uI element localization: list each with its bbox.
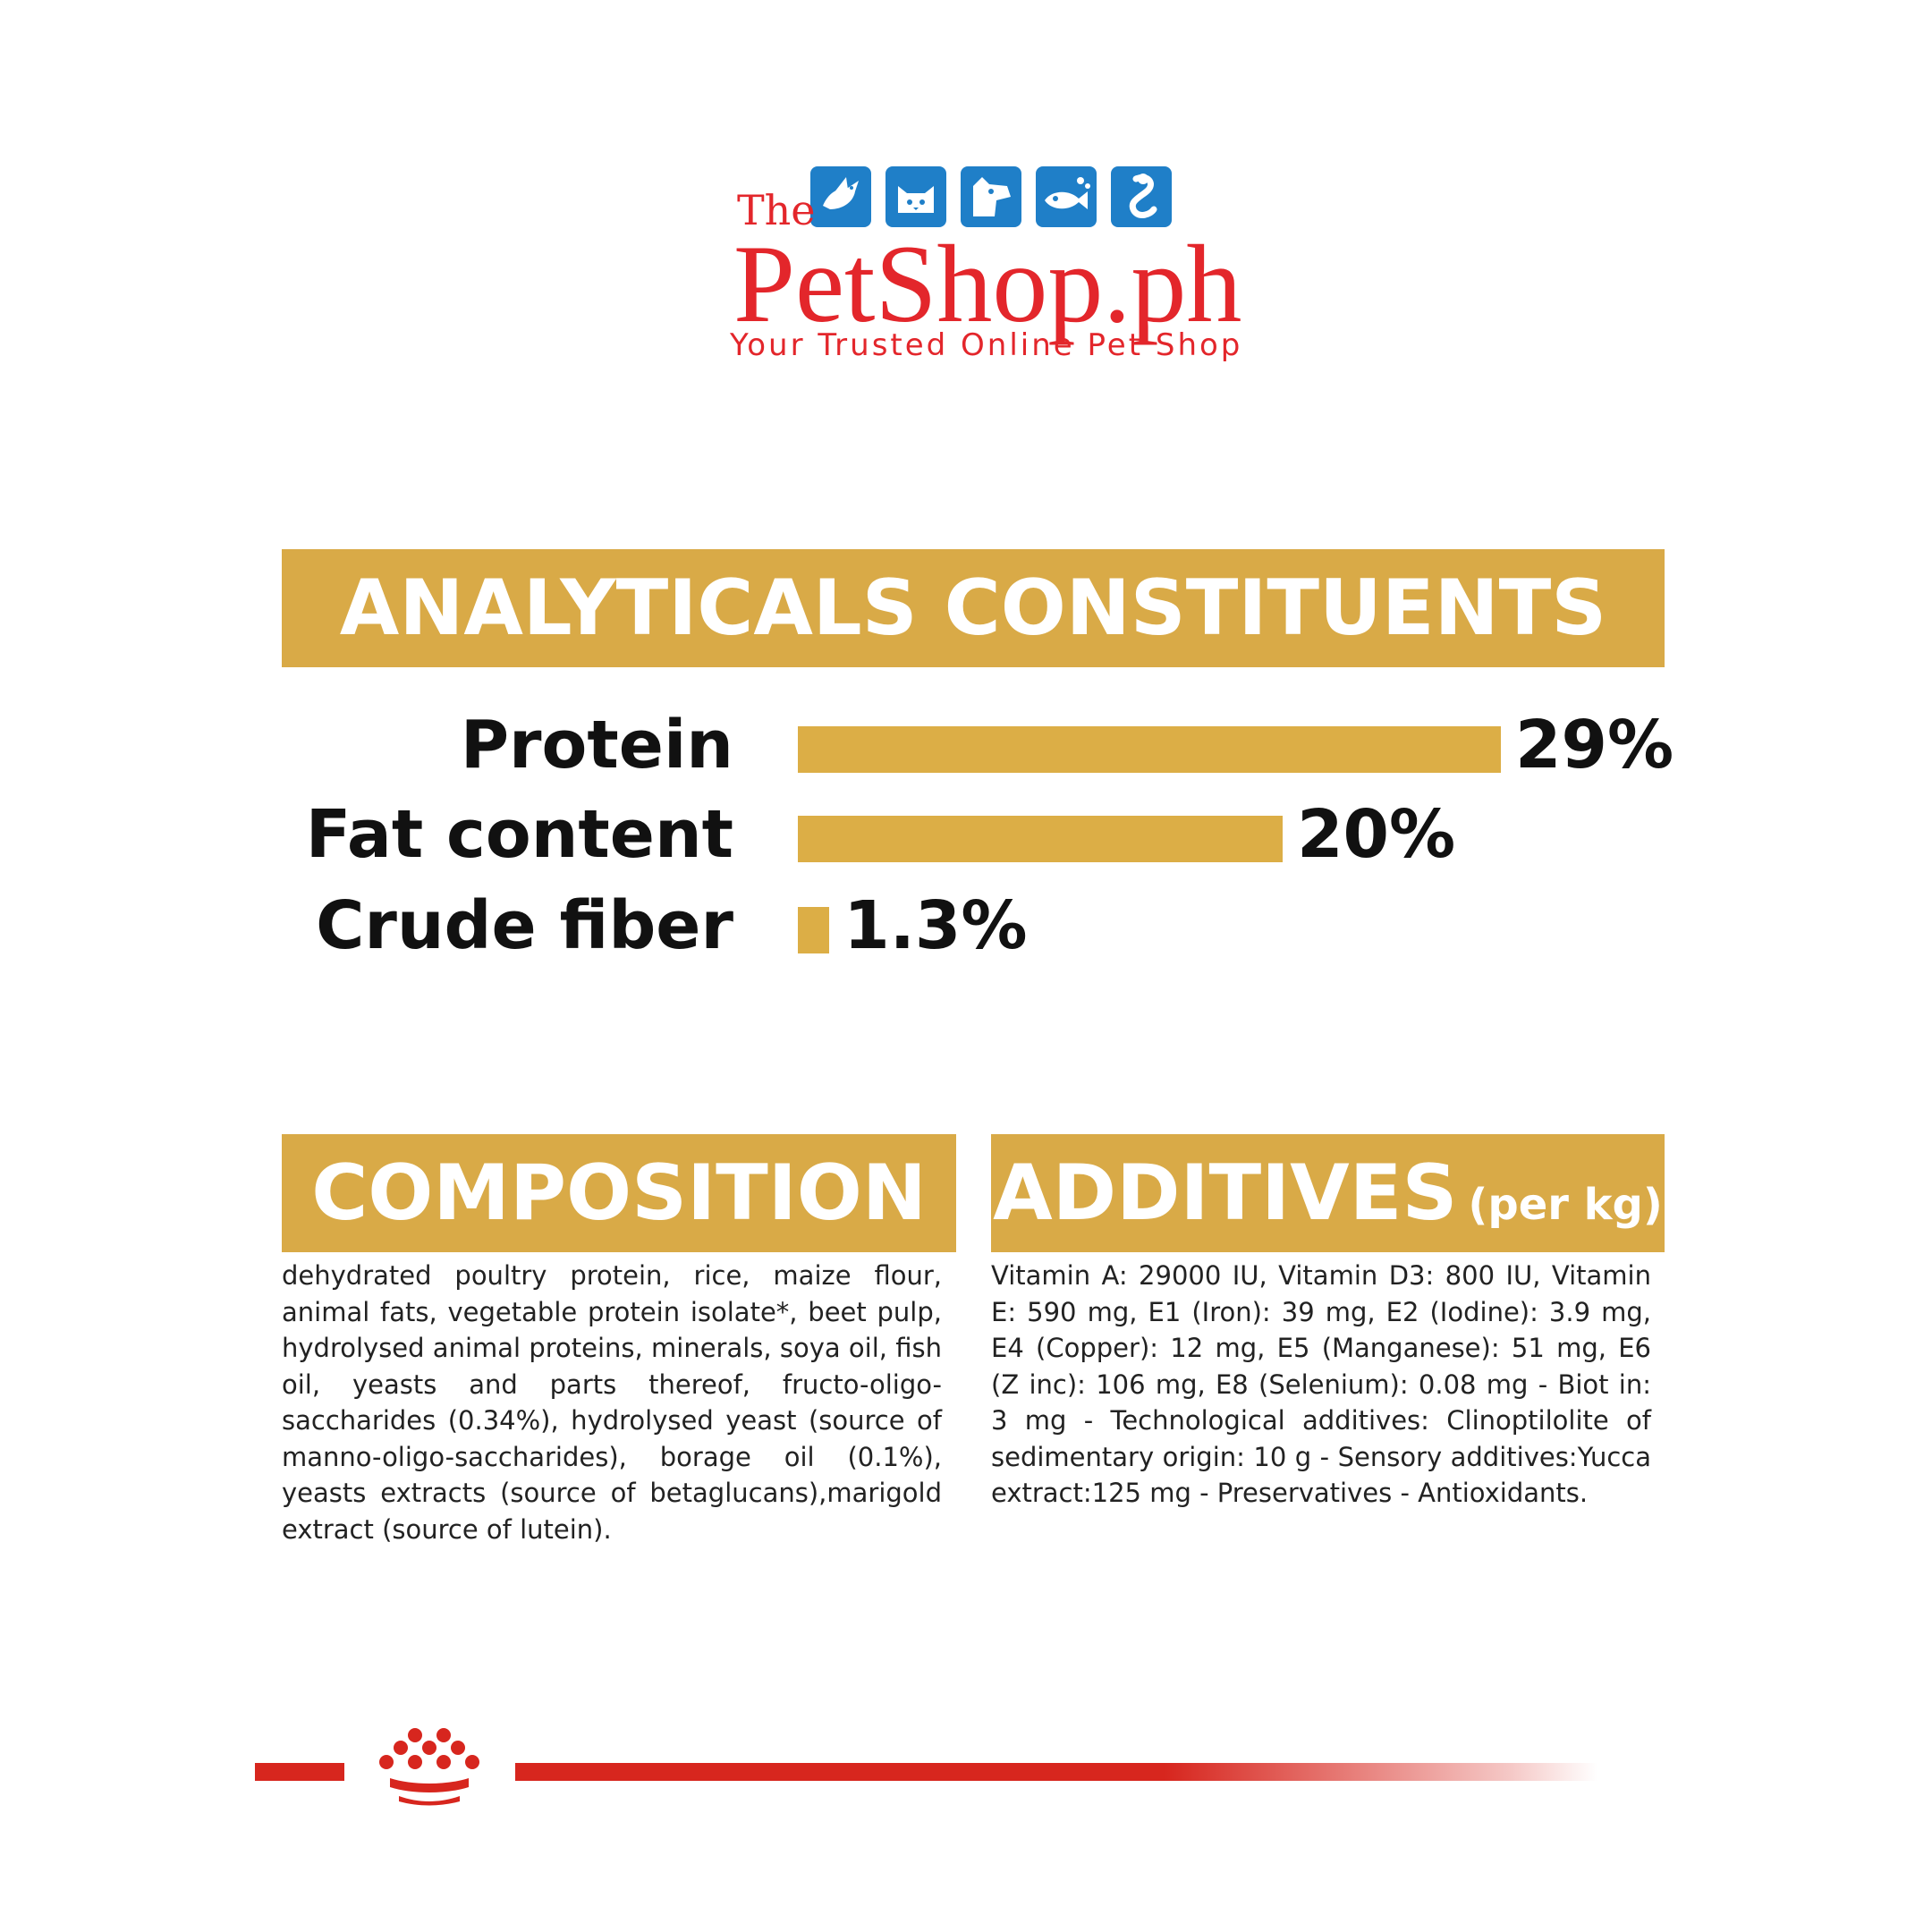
crude-fiber-value: 1.3% <box>843 887 1028 964</box>
fat-content-bar <box>798 816 1284 862</box>
thepetshop-logo: The PetShop.ph Your Trusted Online Pet S… <box>0 161 1932 367</box>
footer-red-line-right <box>515 1763 1597 1781</box>
crude-fiber-bar <box>798 907 830 953</box>
crown-logo-icon <box>379 1728 479 1806</box>
additives-subtitle: (per kg) <box>1468 1180 1663 1230</box>
composition-title: COMPOSITION <box>282 1134 956 1252</box>
composition-text: dehydrated poultry protein, rice, maize … <box>282 1260 942 1545</box>
additives-title-text: ADDITIVES <box>993 1148 1458 1238</box>
fat-content-label: Fat content <box>305 796 733 873</box>
dog-icon <box>961 166 1021 227</box>
cat-icon <box>886 166 946 227</box>
logo-the-text: The <box>737 186 816 234</box>
additives-text: Vitamin A: 29000 IU, Vitamin D3: 800 IU,… <box>991 1260 1651 1508</box>
fat-content-value: 20% <box>1297 796 1456 873</box>
analytical-constituents-title: ANALYTICALS CONSTITUENTS <box>282 549 1665 667</box>
protein-bar <box>798 726 1501 773</box>
bird-icon <box>810 166 871 227</box>
additives-title: ADDITIVES (per kg) <box>991 1134 1665 1252</box>
crude-fiber-label: Crude fiber <box>316 887 733 964</box>
footer-red-line-left <box>255 1763 344 1781</box>
snake-icon <box>1111 166 1172 227</box>
fish-icon <box>1036 166 1097 227</box>
logo-tagline: Your Trusted Online Pet Shop <box>730 327 1243 363</box>
protein-label: Protein <box>460 707 733 784</box>
logo-brand-name: PetShop.ph <box>733 223 1242 345</box>
protein-value: 29% <box>1515 707 1674 784</box>
